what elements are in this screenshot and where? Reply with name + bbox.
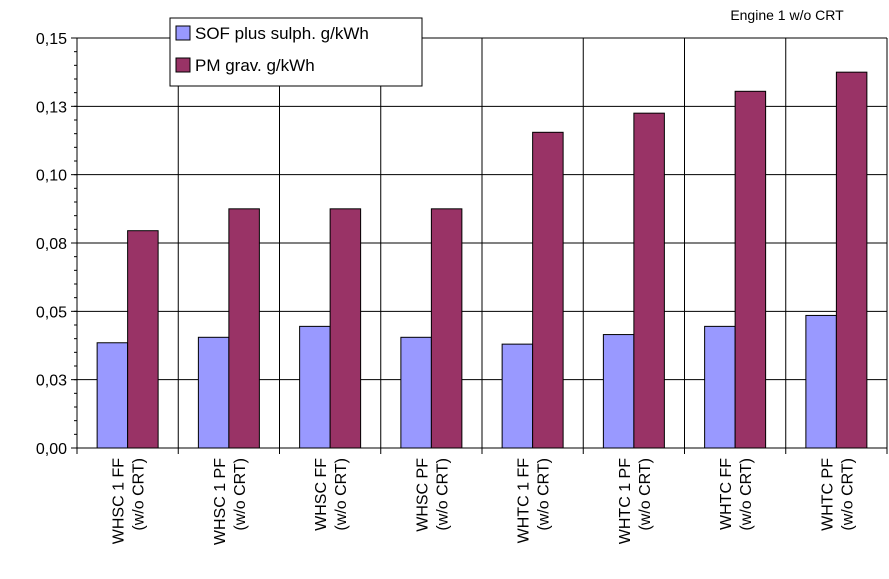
y-tick-label: 0,08 (36, 236, 67, 253)
bar-pm-6 (734, 90, 767, 449)
x-category-label-line: WHSC FF (313, 458, 330, 531)
x-category-label-line: (w/o CRT) (536, 458, 553, 531)
bar-sof-3 (400, 336, 432, 449)
x-category-label-line: (w/o CRT) (131, 458, 148, 531)
y-tick-label: 0,03 (36, 373, 67, 390)
x-category-label-line: (w/o CRT) (839, 458, 856, 531)
y-tick-label: 0,00 (36, 441, 67, 458)
y-axis-ticks: 0,00 0,03 0,05 0,08 0,10 0,13 0,15 (36, 31, 77, 458)
x-category-label-line: (w/o CRT) (333, 458, 350, 531)
legend: SOF plus sulph. g/kWh PM grav. g/kWh (169, 17, 423, 87)
bar-sof-4 (501, 343, 534, 449)
x-category-label-line: WHSC 1 FF (111, 458, 128, 544)
x-category-label: WHSC FF (w/o CRT) (313, 458, 350, 531)
legend-label-1: PM grav. g/kWh (195, 56, 315, 75)
y-tick-label: 0,05 (36, 304, 67, 321)
x-category-label: WHTC 1 FF (w/o CRT) (516, 458, 553, 544)
x-category-label-line: WHTC PF (819, 458, 836, 531)
legend-swatch-1 (175, 57, 191, 73)
x-axis-labels: WHSC 1 FF (w/o CRT) WHSC 1 PF (w/o CRT) WHSC… (76, 448, 888, 545)
x-category-label-line: WHSC 1 PF (212, 458, 229, 545)
bar-pm-1 (228, 208, 260, 449)
bar-sof-6 (704, 325, 736, 449)
bar-pm-7 (835, 71, 868, 449)
bar-sof-5 (602, 334, 635, 449)
chart-annotation: Engine 1 w/o CRT (730, 7, 844, 23)
bar-pm-4 (532, 131, 564, 449)
x-category-label-line: WHSC PF (414, 458, 431, 532)
x-category-label-line: (w/o CRT) (738, 458, 755, 531)
x-category-label-line: WHTC FF (718, 458, 735, 530)
bar-pm-3 (430, 208, 463, 449)
bar-sof-1 (197, 336, 230, 449)
legend-label-0: SOF plus sulph. g/kWh (195, 24, 369, 43)
x-category-label: WHTC PF (w/o CRT) (819, 458, 856, 531)
x-category-label-line: (w/o CRT) (434, 458, 451, 531)
bar-pm-5 (633, 112, 665, 449)
x-category-label: WHSC PF (w/o CRT) (414, 458, 451, 532)
bar-sof-0 (96, 342, 129, 449)
y-tick-label: 0,13 (36, 99, 67, 116)
y-tick-label: 0,10 (36, 168, 67, 185)
y-tick-label: 0,15 (36, 31, 67, 48)
bar-sof-7 (805, 314, 837, 449)
x-category-label: WHSC 1 FF (w/o CRT) (111, 458, 148, 544)
x-category-label-line: WHTC 1 FF (516, 458, 533, 544)
x-category-label: WHTC 1 PF (w/o CRT) (617, 458, 654, 544)
bar-pm-2 (329, 208, 362, 449)
legend-box (169, 17, 423, 87)
x-category-label: WHTC FF (w/o CRT) (718, 458, 755, 531)
x-category-label-line: (w/o CRT) (637, 458, 654, 531)
x-category-label-line: WHTC 1 PF (617, 458, 634, 544)
bar-sof-2 (299, 325, 331, 449)
x-category-label-line: (w/o CRT) (232, 458, 249, 531)
x-category-label: WHSC 1 PF (w/o CRT) (212, 458, 249, 545)
legend-swatch-0 (175, 25, 191, 41)
bar-pm-0 (127, 230, 159, 449)
